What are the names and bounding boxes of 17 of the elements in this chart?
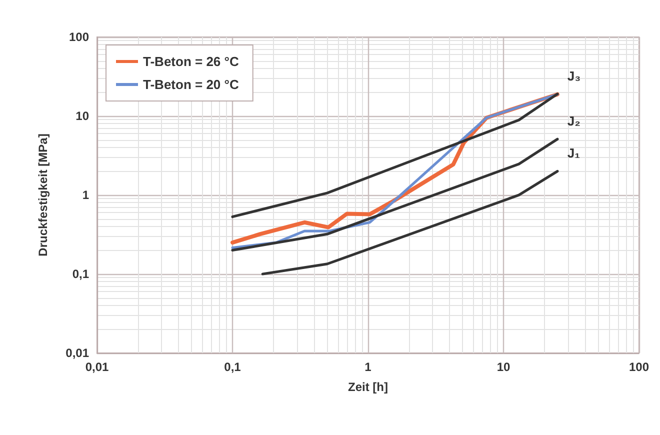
y-tick-label: 0,1 [72,267,90,281]
x-tick-label: 0,1 [224,360,242,374]
series-label: J₃ [567,68,581,84]
x-tick-label: 100 [628,360,650,374]
y-tick-label: 0,01 [66,346,90,360]
series-label: J₂ [567,114,581,129]
y-axis-title: Druckfestigkeit [MPa] [36,134,50,256]
legend-label: T-Beton = 20 °C [143,77,240,92]
series-label: J₁ [567,146,580,161]
x-tick-label: 1 [364,360,372,374]
x-axis-title: Zeit [h] [348,380,388,394]
y-tick-label: 1 [82,188,90,202]
x-tick-label: 0,01 [85,360,109,374]
legend-label: T-Beton = 26 °C [143,54,240,69]
y-tick-label: 100 [68,30,90,44]
x-tick-label: 10 [496,360,510,374]
y-tick-label: 10 [76,109,90,123]
